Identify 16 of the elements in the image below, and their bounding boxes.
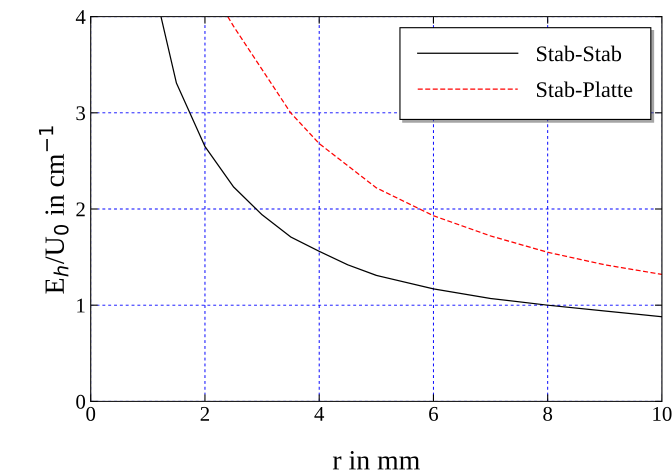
line-series — [227, 16, 662, 276]
y-tick-label: 4 — [76, 10, 86, 24]
y-tick-label: 3 — [76, 106, 86, 120]
legend-label: Stab-Platte — [537, 81, 632, 98]
y-axis-title: E$_{h}$/U$_{0}$ in cm$^{−1}$ — [38, 126, 69, 294]
x-tick-label: 8 — [543, 406, 552, 421]
y-tick-label: 1 — [77, 298, 85, 312]
x-tick-label: 2 — [200, 406, 210, 421]
legend-label: Stab-Stab — [537, 46, 622, 62]
y-tick-label: 0 — [76, 394, 86, 409]
y-tick-label: 2 — [76, 202, 85, 216]
x-tick-label: 0 — [86, 406, 96, 421]
x-tick-label: 4 — [314, 406, 324, 421]
x-tick-label: 6 — [429, 406, 438, 421]
x-tick-label: 10 — [653, 406, 672, 421]
x-axis-title: r in mm — [332, 451, 420, 470]
